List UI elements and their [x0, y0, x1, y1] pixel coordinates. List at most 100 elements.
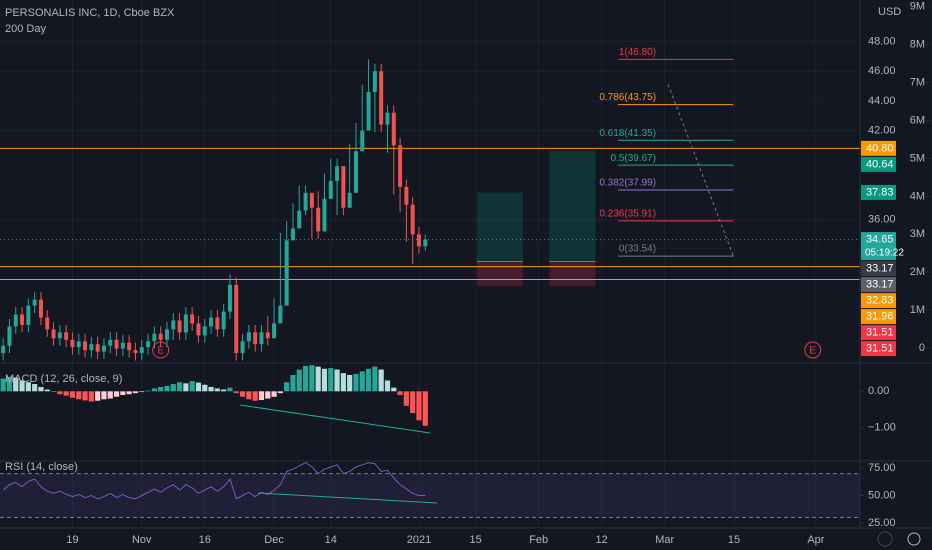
y2-tick-label: 9M — [910, 1, 925, 13]
price-tag-label: 33.17 — [866, 263, 894, 275]
candle-body — [234, 284, 239, 354]
candle-body — [278, 305, 283, 324]
candle-body — [309, 192, 314, 208]
histogram-bar — [315, 366, 321, 392]
settings-button[interactable] — [907, 532, 921, 546]
candle-body — [347, 192, 352, 208]
candle-body — [215, 317, 220, 330]
candle-body — [328, 181, 333, 199]
candle-body — [335, 166, 340, 181]
y2-tick-label: 3M — [910, 228, 925, 240]
currency: USD — [878, 6, 901, 18]
x-tick-label: 14 — [325, 534, 337, 546]
y-tick-label: 42.00 — [868, 124, 896, 136]
candle-body — [360, 130, 365, 152]
histogram-bar — [265, 391, 271, 399]
histogram-bar — [50, 391, 57, 393]
candle-body — [70, 339, 75, 348]
histogram-bar — [132, 391, 139, 394]
divergence-line — [239, 404, 431, 434]
histogram-bar — [233, 391, 239, 394]
candle-body — [20, 314, 25, 325]
histogram-bar — [25, 382, 31, 392]
candle-body — [246, 332, 251, 342]
candle-body — [89, 344, 94, 351]
price-tag — [861, 184, 896, 200]
histogram-bar — [359, 371, 365, 392]
histogram-bar — [239, 391, 246, 397]
candle-body — [64, 332, 69, 340]
candle-body — [45, 317, 50, 330]
histogram-bar — [126, 391, 132, 395]
histogram-bar — [164, 385, 170, 392]
auto-scale-button[interactable] — [877, 531, 893, 547]
histogram-bar — [340, 373, 346, 392]
price-tag — [861, 341, 896, 357]
price-tag-label: 34.65 — [866, 234, 894, 246]
candle-body — [164, 329, 169, 340]
histogram-bar — [321, 368, 328, 392]
fib-label: 0.618(41.35) — [599, 128, 656, 139]
histogram-bar — [391, 387, 397, 392]
y2-tick-label: 0 — [919, 342, 925, 354]
histogram-bar — [82, 391, 88, 401]
price-tag — [861, 232, 896, 261]
price-tag-label: 40.80 — [866, 142, 894, 154]
histogram-bar — [176, 382, 183, 392]
histogram-bar — [277, 391, 283, 394]
indicator-label: 200 Day — [5, 23, 46, 35]
histogram-bar — [139, 391, 145, 393]
histogram-bar — [403, 391, 409, 406]
candle-body — [83, 341, 88, 351]
symbol-title: PERSONALIS INC, 1D, Cboe BZX — [5, 7, 175, 19]
histogram-bar — [88, 391, 94, 402]
candle-body — [398, 145, 403, 187]
rsi-band — [0, 473, 860, 518]
candle-body — [265, 332, 270, 339]
event-label: E — [157, 346, 164, 357]
histogram-bar — [397, 391, 403, 395]
candle-body — [190, 314, 195, 324]
y2-tick-label: 2M — [910, 266, 925, 278]
y-tick-label: 75.00 — [868, 462, 896, 474]
pane-title: MACD (12, 26, close, 9) — [5, 373, 122, 385]
x-tick-label: Nov — [132, 534, 152, 546]
y-tick-label: 0.00 — [868, 385, 889, 397]
axis-layer: 19 Nov 16 Dec 14 2021 15 Feb 12 Mar 15 Apr 36.00 42.0… — [66, 1, 925, 546]
event-marker — [152, 341, 170, 359]
candle-body — [183, 314, 188, 333]
histogram-bar — [290, 374, 296, 392]
candle-body — [108, 339, 113, 346]
candle-body — [114, 339, 119, 349]
candle-body — [7, 326, 12, 346]
candle-body — [152, 333, 157, 342]
candle-body — [353, 151, 358, 193]
candle-body — [341, 166, 346, 208]
price-tag-label: 31.51 — [866, 343, 894, 355]
histogram-bar — [113, 391, 120, 397]
x-tick-label: Mar — [655, 534, 674, 546]
x-tick-label: Apr — [807, 534, 824, 546]
rsi-line — [2, 462, 426, 500]
y-tick-label: 44.00 — [868, 95, 896, 107]
candle-body — [158, 333, 163, 340]
y2-tick-label: 5M — [910, 152, 925, 164]
price-tag — [861, 140, 896, 156]
histogram-bar — [271, 391, 277, 397]
position-profit — [549, 150, 596, 262]
histogram-bar — [151, 388, 157, 392]
position-profit — [476, 192, 523, 262]
histogram-bar — [158, 386, 164, 392]
y-tick-label: 46.00 — [868, 65, 896, 77]
histogram-bar — [422, 391, 428, 426]
y2-tick-label: 8M — [910, 39, 925, 51]
divergence-line — [257, 492, 438, 504]
candle-body — [404, 186, 409, 205]
price-tag — [861, 261, 896, 277]
histogram-bar — [296, 369, 302, 392]
x-tick-label: 15 — [470, 534, 482, 546]
position-loss — [549, 261, 596, 287]
histogram-bar — [302, 365, 309, 392]
candle-body — [259, 332, 264, 345]
